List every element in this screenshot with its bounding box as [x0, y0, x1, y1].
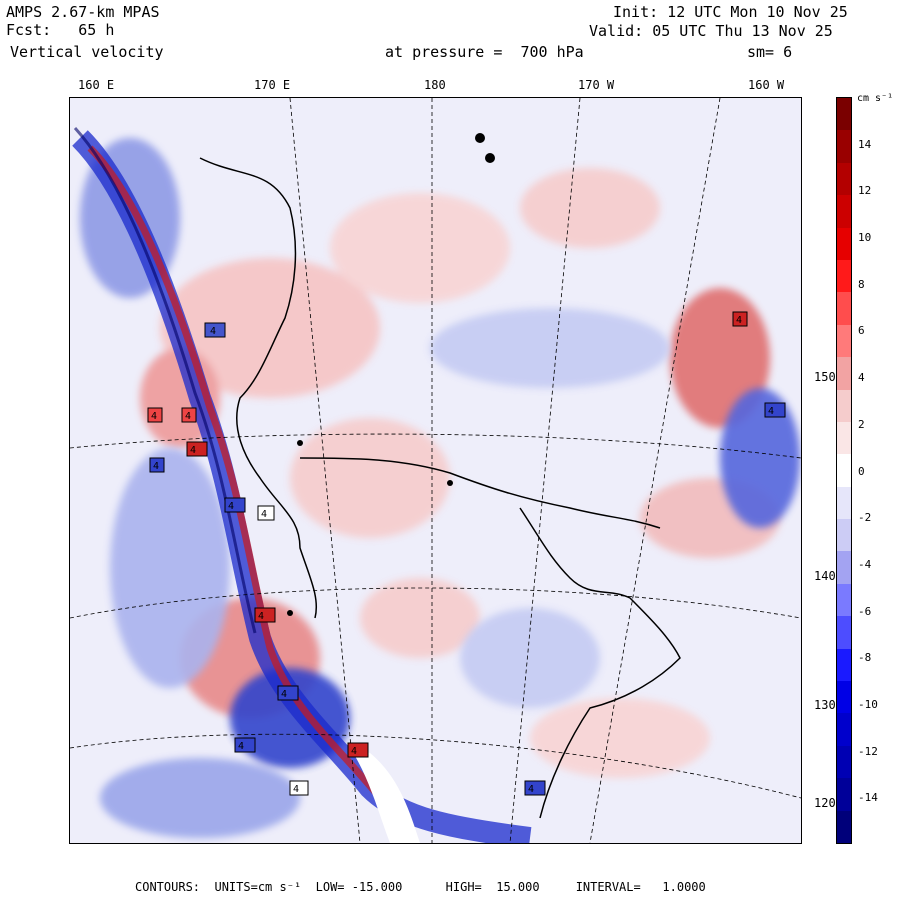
- colorbar-swatch: [837, 162, 851, 196]
- station-label: 4: [153, 461, 159, 472]
- station-label: 4: [293, 784, 299, 795]
- colorbar-tick-label: 0: [858, 464, 865, 478]
- station-label: 4: [185, 411, 191, 422]
- land-mask: [350, 748, 420, 843]
- colorbar-swatch: [837, 389, 851, 422]
- colorbar-units: cm s⁻¹: [857, 93, 894, 104]
- colorbar-swatch: [837, 583, 851, 617]
- colorbar-swatch: [837, 130, 851, 163]
- forecast-label: Fcst: 65 h: [6, 21, 115, 39]
- coastline: [199, 157, 681, 819]
- station-label: 4: [261, 509, 267, 520]
- colorbar: [836, 97, 852, 844]
- lon-label-170e: 170 E: [254, 78, 291, 92]
- colorbar-swatch: [837, 745, 851, 779]
- station-label: 4: [281, 689, 287, 700]
- lon-label-160w: 160 W: [748, 78, 785, 92]
- colorbar-swatch: [837, 98, 851, 131]
- station-label: 4: [238, 741, 244, 752]
- valid-time: Valid: 05 UTC Thu 13 Nov 25: [589, 22, 833, 40]
- station-label: 4: [190, 445, 196, 456]
- graticule: [70, 98, 801, 843]
- colorbar-tick-label: 14: [858, 137, 872, 151]
- colorbar-swatch: [837, 195, 851, 228]
- colorbar-swatch: [837, 810, 851, 843]
- station-label: 4: [258, 611, 264, 622]
- colorbar-tick-label: -8: [858, 651, 872, 665]
- colorbar-swatch: [837, 519, 851, 552]
- colorbar-tick-label: 6: [858, 324, 865, 338]
- station-label: 4: [736, 315, 742, 326]
- model-title: AMPS 2.67-km MPAS: [6, 3, 160, 21]
- colorbar-swatch: [837, 681, 851, 714]
- colorbar-tick-label: 4: [858, 371, 865, 385]
- colorbar-tick-label: -10: [858, 697, 878, 711]
- colorbar-swatch: [837, 292, 851, 325]
- contour-info: CONTOURS: UNITS=cm s⁻¹ LOW= -15.000 HIGH…: [135, 880, 706, 894]
- colorbar-tick-label: 8: [858, 277, 865, 291]
- station-label: 4: [210, 326, 216, 337]
- colorbar-swatch: [837, 648, 851, 682]
- colorbar-tick-label: -12: [858, 744, 878, 758]
- lon-label-170w: 170 W: [578, 78, 615, 92]
- colorbar-swatch: [837, 227, 851, 260]
- colorbar-swatch: [837, 713, 851, 746]
- colorbar-swatch: [837, 616, 851, 649]
- station-label: 4: [351, 746, 357, 757]
- station-markers: 4 4 4 4 4 4 4 4 4 4 4 4 4 4 4: [147, 311, 786, 796]
- station-label: 4: [151, 411, 157, 422]
- station-label: 4: [768, 406, 774, 417]
- colorbar-tick-label: 12: [858, 184, 872, 198]
- colorbar-tick-label: -14: [858, 791, 878, 805]
- colorbar-swatch: [837, 421, 851, 455]
- vertical-velocity-field: 4 4 4 4 4 4 4 4 4 4 4 4 4 4 4: [70, 98, 801, 843]
- colorbar-tick-label: 10: [858, 231, 872, 245]
- colorbar-swatch: [837, 486, 851, 520]
- init-time: Init: 12 UTC Mon 10 Nov 25: [613, 3, 848, 21]
- city-dots: [287, 133, 495, 616]
- colorbar-swatch: [837, 324, 851, 358]
- colorbar-swatch: [837, 551, 851, 584]
- colorbar-swatch: [837, 259, 851, 293]
- colorbar-swatch: [837, 778, 851, 811]
- smoothing-label: sm= 6: [747, 43, 793, 61]
- colorbar-tick-label: 2: [858, 417, 865, 431]
- colorbar-tick-label: -4: [858, 557, 872, 571]
- lon-label-180: 180: [424, 78, 446, 92]
- colorbar-swatch: [837, 454, 851, 487]
- station-label: 4: [228, 501, 234, 512]
- colorbar-tick-label: -6: [858, 604, 872, 618]
- colorbar-tick-label: -2: [858, 511, 872, 525]
- map-panel[interactable]: 4 4 4 4 4 4 4 4 4 4 4 4 4 4 4: [69, 97, 802, 844]
- field-name: Vertical velocity: [10, 43, 164, 61]
- colorbar-swatch: [837, 357, 851, 390]
- pressure-level: at pressure = 700 hPa: [385, 43, 584, 61]
- lon-label-160e: 160 E: [78, 78, 115, 92]
- station-label: 4: [528, 784, 534, 795]
